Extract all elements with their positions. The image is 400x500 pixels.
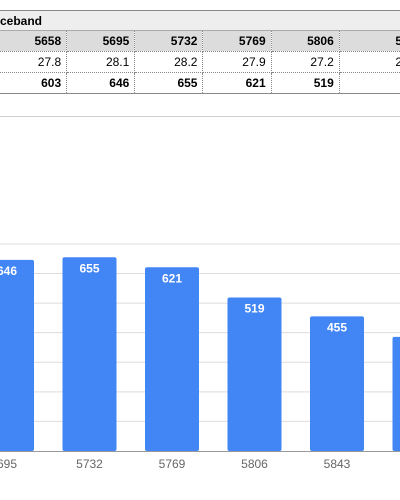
- section-divider: [0, 116, 400, 117]
- header-cell: 5: [338, 30, 400, 52]
- table-cell: 519: [270, 72, 340, 94]
- table-cell: 27.9: [202, 51, 272, 73]
- bar-chart: 646 695 655 5732 621 5769 519 5806 455 5843: [0, 243, 400, 471]
- table-cell: 655: [134, 72, 204, 94]
- bar: [392, 336, 400, 451]
- x-tick-label: 5769: [159, 457, 186, 471]
- bar-value-label: 455: [327, 320, 347, 334]
- bar: [310, 316, 364, 451]
- bar: [62, 257, 117, 451]
- table-title: ceband: [0, 10, 400, 31]
- x-tick-label: 5732: [76, 457, 103, 471]
- header-cell: 5732: [134, 30, 204, 52]
- bar-value-label: 519: [244, 301, 264, 315]
- x-tick-label: 5806: [241, 457, 268, 471]
- table-cell: 603: [0, 72, 68, 94]
- bar-value-label: 646: [0, 264, 17, 278]
- table-row: 27.8 28.1 28.2 27.9 27.2 2: [0, 51, 400, 73]
- table-cell: 2: [338, 51, 400, 73]
- data-table: ceband 5658 5695 5732 5769 5806 5 27.8 2…: [0, 10, 400, 94]
- table-cell: 27.8: [0, 51, 68, 73]
- bar-value-label: 621: [162, 271, 182, 285]
- table-row: 603 646 655 621 519: [0, 72, 400, 94]
- table-cell: [338, 72, 400, 94]
- bar: [227, 297, 282, 451]
- header-cell: 5695: [66, 30, 136, 52]
- table-header-row: 5658 5695 5732 5769 5806 5: [0, 30, 400, 52]
- header-cell: 5658: [0, 30, 68, 52]
- table-cell: 27.2: [270, 51, 340, 73]
- header-cell: 5769: [202, 30, 272, 52]
- bar: [145, 267, 199, 451]
- x-tick-label: 695: [0, 457, 17, 471]
- table-cell: 28.1: [66, 51, 136, 73]
- bar: [0, 259, 34, 451]
- table-cell: 646: [66, 72, 136, 94]
- table-cell: 28.2: [134, 51, 204, 73]
- header-cell: 5806: [270, 30, 340, 52]
- table-title-row: ceband: [0, 10, 400, 31]
- bar-value-label: 655: [79, 261, 99, 275]
- table-cell: 621: [202, 72, 272, 94]
- x-tick-label: 5843: [324, 457, 351, 471]
